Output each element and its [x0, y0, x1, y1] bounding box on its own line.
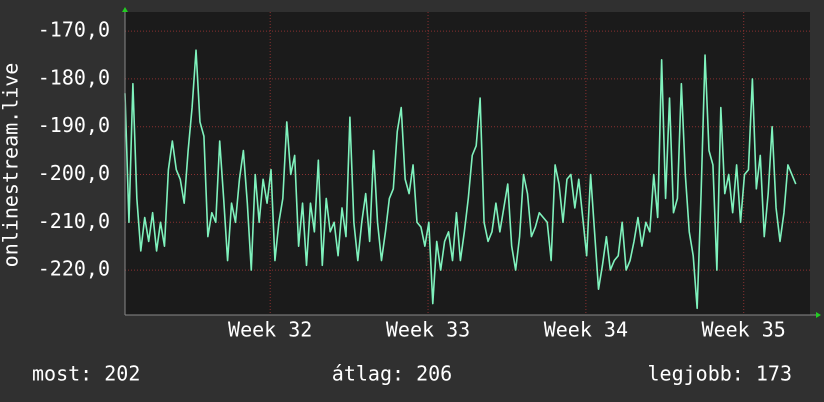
plot-area [125, 12, 810, 315]
y-axis-label: onlinestream.live [0, 63, 23, 268]
marks [124, 49, 797, 310]
y-tick-label: -170,0 [38, 18, 110, 42]
data-line [124, 49, 797, 310]
labels: -170,0 -180,0 -190,0 -200,0 -210,0 -220,0 Week… [38, 18, 786, 342]
y-tick-label: -190,0 [38, 113, 110, 137]
y-tick-label: -220,0 [38, 257, 110, 281]
y-tick-label: -180,0 [38, 65, 110, 89]
footer-average: átlag: 206 [332, 362, 452, 386]
y-tick-label: -200,0 [38, 161, 110, 185]
x-axis-arrow [816, 312, 821, 318]
footer-current: most: 202 [32, 362, 140, 386]
y-tick-label: -210,0 [38, 209, 110, 233]
y-axis-arrow [122, 7, 128, 12]
grid [125, 12, 810, 315]
x-tick-label: Week 34 [544, 318, 628, 342]
x-tick-label: Week 32 [228, 318, 312, 342]
footer-best: legjobb: 173 [648, 362, 793, 386]
x-tick-label: Week 33 [386, 318, 470, 342]
x-tick-label: Week 35 [702, 318, 786, 342]
